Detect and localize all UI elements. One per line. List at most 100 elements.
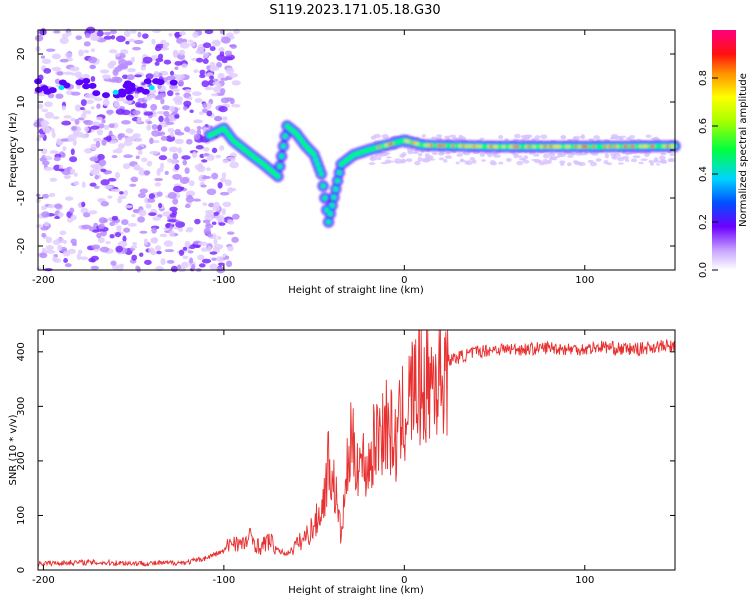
heatmap-noise-cell [523, 134, 531, 140]
heatmap-noise-cell [119, 63, 129, 70]
heatmap-noise-cell [218, 47, 225, 52]
heatmap-noise-cell [160, 258, 166, 266]
heatmap-noise-cell [178, 49, 186, 56]
heatmap-noise-cell [36, 224, 44, 228]
heatmap-noise-cell [167, 191, 177, 199]
heatmap-noise-cell [604, 153, 609, 159]
heatmap-noise-cell [84, 93, 93, 99]
heatmap-noise-cell [140, 65, 147, 71]
heatmap-ridge-cell [512, 145, 516, 149]
heatmap-noise-cell [145, 73, 154, 80]
heatmap-noise-cell [394, 161, 402, 164]
heatmap-noise-cell [213, 243, 224, 250]
heatmap-noise-cell [231, 236, 239, 243]
heatmap-noise-cell [431, 152, 438, 155]
heatmap-ridge-cell [489, 145, 493, 149]
heatmap-noise-cell [141, 82, 146, 86]
heatmap-noise-cell [94, 175, 100, 180]
heatmap-noise-cell [80, 99, 87, 106]
heatmap-noise-cell [145, 203, 152, 209]
heatmap-noise-cell [405, 158, 413, 163]
heatmap-noise-cell [89, 164, 100, 169]
heatmap-noise-cell [547, 159, 552, 163]
heatmap-noise-cell [157, 124, 163, 132]
heatmap-noise-cell [189, 257, 194, 264]
heatmap-noise-cell [71, 125, 77, 131]
heatmap-noise-cell [158, 131, 166, 136]
heatmap-noise-cell [184, 167, 190, 174]
heatmap-noise-cell [660, 152, 667, 156]
y-tick-label: -10 [16, 190, 27, 206]
heatmap-noise-cell [658, 155, 666, 161]
heatmap-noise-cell [211, 93, 219, 97]
heatmap-noise-cell [139, 252, 144, 257]
heatmap-noise-cell [160, 39, 167, 45]
heatmap-noise-cell [192, 151, 198, 159]
x-tick-label: -100 [213, 275, 236, 286]
heatmap-noise-cell [192, 31, 199, 38]
heatmap-noise-cell [44, 101, 53, 108]
heatmap-noise-cell [184, 203, 191, 209]
heatmap-noise-cell [166, 259, 175, 264]
heatmap-noise-cell [220, 88, 226, 95]
heatmap-ridge-cell [335, 178, 340, 183]
y-tick-label: 100 [16, 506, 27, 525]
heatmap-noise-cell [184, 126, 191, 133]
heatmap-noise-cell [117, 88, 126, 95]
heatmap-noise-cell [130, 245, 138, 249]
heatmap-noise-cell [137, 149, 143, 155]
heatmap-noise-cell [70, 214, 77, 221]
heatmap-noise-cell [214, 115, 223, 122]
heatmap-noise-cell [34, 34, 44, 42]
colorbar-tick-label: 0.0 [698, 262, 709, 278]
heatmap-noise-cell [187, 250, 194, 254]
heatmap-noise-cell [143, 170, 151, 175]
heatmap-noise-cell [560, 135, 566, 138]
heatmap-noise-cell [431, 136, 438, 140]
heatmap-noise-cell [213, 78, 219, 82]
heatmap-noise-cell [225, 260, 233, 268]
heatmap-noise-cell [613, 153, 621, 158]
heatmap-noise-cell [63, 174, 72, 179]
heatmap-noise-cell [148, 94, 156, 98]
heatmap-noise-cell [227, 219, 235, 225]
heatmap-noise-cell [90, 125, 100, 130]
heatmap-noise-cell [34, 86, 43, 93]
heatmap-noise-cell [121, 120, 131, 125]
heatmap-noise-cell [99, 246, 110, 253]
heatmap-ridge-cell [424, 143, 428, 147]
heatmap-noise-cell [91, 244, 101, 250]
heatmap-noise-cell [197, 241, 208, 246]
heatmap-noise-cell [194, 98, 203, 103]
heatmap-noise-cell [154, 177, 164, 182]
heatmap-noise-cell [53, 30, 61, 34]
heatmap-noise-cell [121, 109, 131, 116]
heatmap-noise-cell [196, 57, 204, 63]
y-tick-label: 0 [16, 147, 27, 153]
heatmap-noise-cell [207, 245, 212, 252]
heatmap-noise-cell [640, 158, 648, 162]
heatmap-ridge-cell [337, 170, 342, 175]
heatmap-noise-cell [51, 53, 62, 60]
heatmap-noise-cell [128, 38, 136, 43]
heatmap-noise-cell [82, 77, 91, 84]
heatmap-noise-cell [174, 60, 183, 66]
heatmap-noise-cell [168, 32, 173, 37]
heatmap-ridge-cell [415, 142, 419, 146]
heatmap-noise-cell [421, 134, 426, 138]
heatmap-noise-cell [218, 105, 228, 113]
heatmap-noise-cell [559, 160, 566, 165]
heatmap-noise-cell [131, 46, 142, 51]
heatmap-noise-cell [93, 97, 103, 102]
heatmap-noise-cell [481, 159, 486, 162]
heatmap-noise-cell [134, 74, 143, 78]
heatmap-noise-cell [217, 262, 225, 266]
heatmap-noise-cell [41, 108, 49, 113]
heatmap-noise-cell [516, 155, 523, 158]
heatmap-noise-cell [417, 156, 423, 162]
heatmap-noise-cell [227, 245, 234, 252]
heatmap-noise-cell [69, 207, 75, 214]
heatmap-noise-cell [193, 198, 201, 202]
heatmap-noise-cell [188, 96, 193, 101]
heatmap-noise-cell [202, 52, 209, 59]
